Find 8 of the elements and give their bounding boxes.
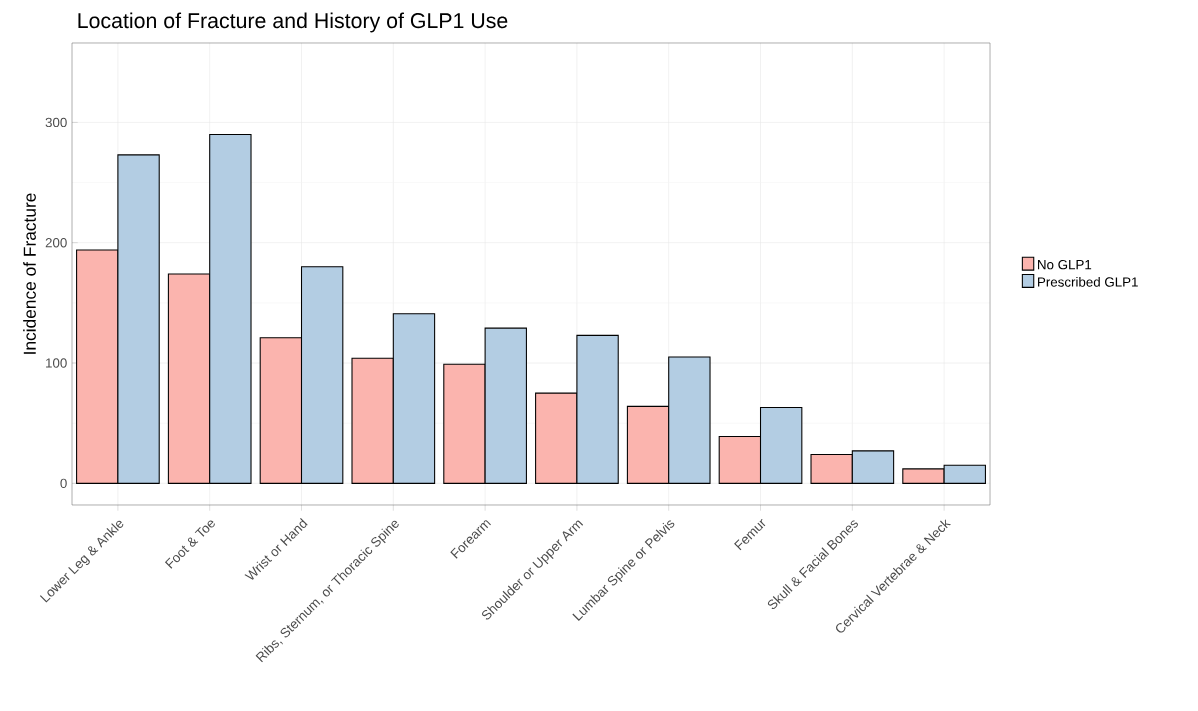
legend-label: No GLP1 bbox=[1038, 259, 1092, 270]
y-tick-label: 100 bbox=[46, 358, 67, 368]
y-tick-label: 300 bbox=[45, 117, 67, 128]
y-tick-label: 200 bbox=[45, 238, 67, 248]
legend-label: Prescribed GLP1 bbox=[1038, 276, 1138, 287]
y-axis-title: Incidence of Fracture bbox=[23, 193, 36, 354]
chart-title: Location of Fracture and History of GLP1 Use bbox=[78, 12, 508, 33]
y-tick-label: 0 bbox=[60, 478, 67, 489]
